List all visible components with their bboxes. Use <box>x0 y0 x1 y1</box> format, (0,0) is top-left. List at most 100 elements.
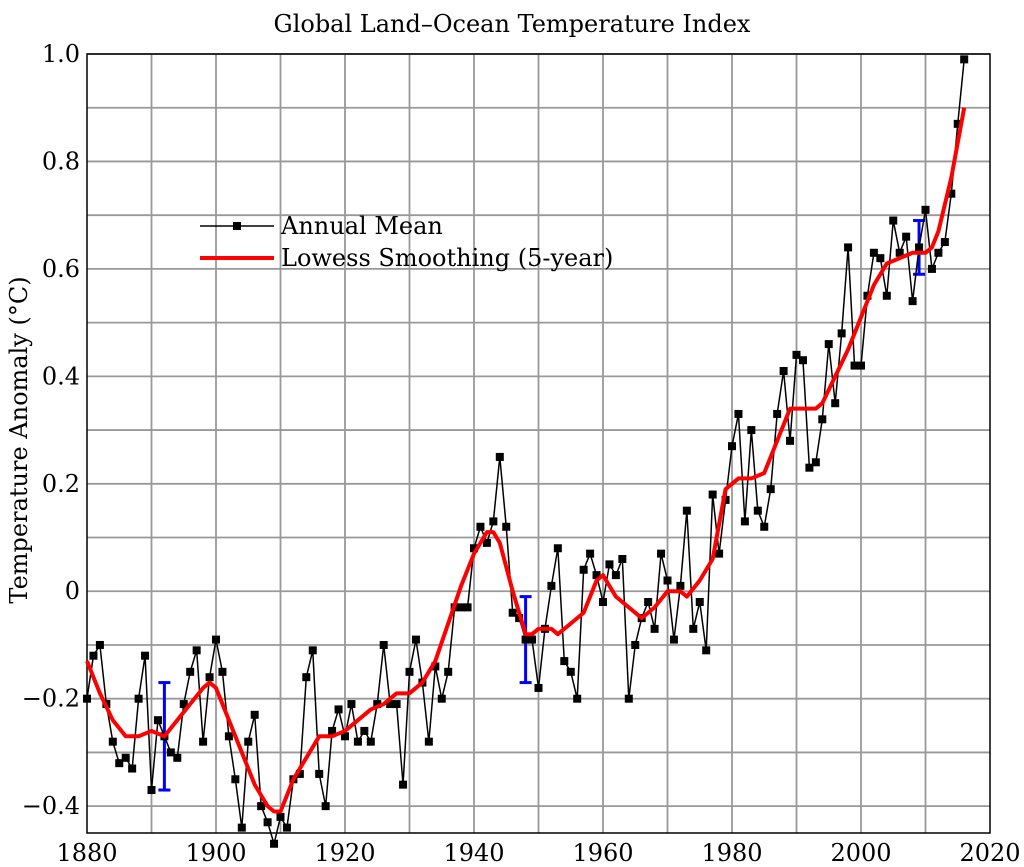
annual-mean-point <box>889 216 898 225</box>
annual-mean-point <box>792 350 801 359</box>
annual-mean-point <box>360 726 369 735</box>
annual-mean-point <box>128 764 137 773</box>
annual-mean-point <box>895 248 904 257</box>
annual-mean-point <box>476 522 485 531</box>
annual-mean-point <box>689 624 698 633</box>
annual-mean-point <box>386 700 395 709</box>
annual-mean-point <box>347 700 356 709</box>
annual-mean-point <box>734 409 743 418</box>
annual-mean-point <box>566 667 575 676</box>
annual-mean-point <box>463 603 472 612</box>
annual-mean-point <box>947 189 956 198</box>
annual-mean-point <box>263 818 272 827</box>
annual-mean-point <box>166 748 175 757</box>
annual-mean-point <box>960 55 969 64</box>
annual-mean-point <box>341 732 349 741</box>
annual-mean-point <box>495 452 504 461</box>
legend-annual-label: Annual Mean <box>280 212 443 240</box>
annual-mean-point <box>199 737 208 746</box>
annual-mean-point <box>818 415 827 424</box>
annual-mean-point <box>83 694 91 703</box>
annual-mean-point <box>392 700 401 709</box>
annual-mean-point <box>560 657 569 666</box>
grid <box>87 53 990 833</box>
y-tick-label: 0.6 <box>42 255 80 283</box>
lowess-smoothing-line <box>85 107 967 814</box>
y-axis-label: Temperature Anomaly (°C) <box>5 276 33 603</box>
x-tick-label: 1920 <box>314 839 375 867</box>
annual-mean-point <box>282 823 291 832</box>
annual-mean-point <box>250 710 259 719</box>
annual-mean-point <box>715 549 724 558</box>
annual-mean-point <box>728 442 736 451</box>
annual-mean-point <box>921 205 930 214</box>
y-axis: −0.4 −0.2 0 0.2 0.4 0.6 0.8 1.0 <box>22 40 80 820</box>
annual-mean-point <box>702 646 711 655</box>
annual-mean-point <box>760 522 769 531</box>
annual-mean-point <box>857 361 865 370</box>
annual-mean-point <box>186 667 195 676</box>
annual-mean-point <box>663 576 672 585</box>
annual-mean-point <box>521 635 530 644</box>
x-axis: 1880 1900 1920 1940 1960 1980 2000 2020 <box>56 839 1020 867</box>
annual-mean-point <box>218 667 227 676</box>
annual-mean-point <box>831 399 840 408</box>
annual-mean-point <box>257 802 266 811</box>
annual-mean-point <box>908 297 917 306</box>
annual-mean-point <box>553 544 562 553</box>
annual-mean-point <box>231 775 240 784</box>
chart-title: Global Land–Ocean Temperature Index <box>274 10 751 38</box>
annual-mean-point <box>115 759 124 768</box>
annual-mean-point <box>786 436 795 445</box>
annual-mean-point <box>669 635 678 644</box>
annual-mean-point <box>579 565 588 574</box>
y-tick-label: −0.4 <box>22 792 80 820</box>
annual-mean-point <box>295 769 304 778</box>
annual-mean-point <box>953 119 962 128</box>
annual-mean-point <box>773 409 782 418</box>
annual-mean-point <box>676 581 685 590</box>
annual-mean-point <box>534 683 543 692</box>
x-tick-label: 1960 <box>572 839 633 867</box>
annual-mean-point <box>824 340 833 349</box>
annual-mean-point <box>740 517 749 526</box>
annual-mean-point <box>650 624 659 633</box>
error-bars <box>158 219 926 792</box>
annual-mean-point <box>237 823 246 832</box>
annual-mean-point <box>373 700 382 709</box>
annual-mean-point <box>624 694 633 703</box>
annual-mean-point <box>915 243 924 252</box>
annual-mean-point <box>173 753 182 762</box>
y-tick-label: −0.2 <box>22 685 80 713</box>
annual-mean-point <box>876 254 885 263</box>
x-tick-label: 1940 <box>443 839 504 867</box>
annual-mean-point <box>153 716 162 725</box>
annual-mean-point <box>805 463 814 472</box>
annual-mean-point <box>424 737 433 746</box>
annual-mean-point <box>902 232 911 241</box>
annual-mean-point <box>599 597 607 606</box>
annual-mean-point <box>508 608 517 617</box>
annual-mean-point <box>592 571 601 580</box>
annual-mean-point <box>798 356 807 365</box>
annual-mean-point <box>657 549 666 558</box>
annual-mean-point <box>108 737 117 746</box>
annual-mean-point <box>547 581 556 590</box>
annual-mean-point <box>302 673 311 682</box>
annual-mean-point <box>695 597 704 606</box>
annual-mean-point <box>644 597 653 606</box>
annual-mean-point <box>940 238 949 247</box>
annual-mean-point <box>179 700 188 709</box>
annual-mean-point <box>270 839 279 848</box>
annual-mean-point <box>489 517 498 526</box>
annual-mean-point <box>605 560 614 569</box>
annual-mean-point <box>244 737 253 746</box>
annual-mean-point <box>411 635 420 644</box>
annual-mean-point <box>747 426 756 435</box>
annual-mean-point <box>753 506 762 515</box>
annual-mean-point <box>766 485 775 494</box>
annual-mean-point <box>934 248 943 257</box>
y-tick-label: 0.4 <box>42 362 80 390</box>
